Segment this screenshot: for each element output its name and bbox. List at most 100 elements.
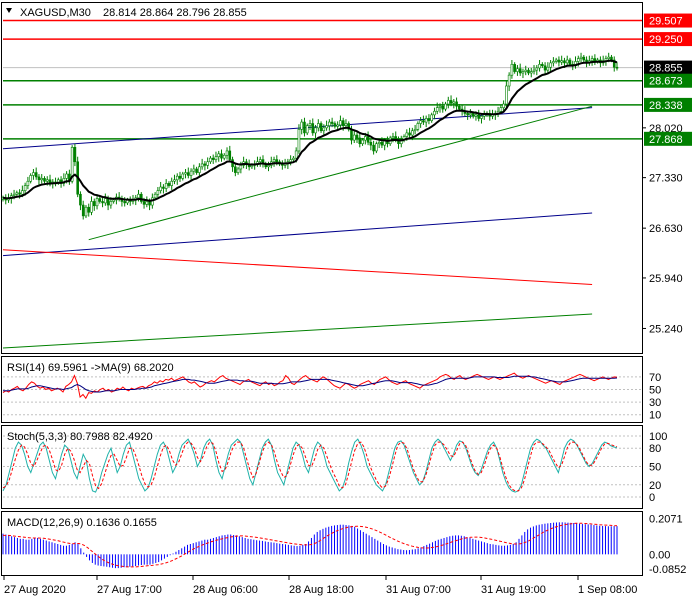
symbol-label: XAGUSD,M30 <box>20 7 91 19</box>
candle-body <box>109 201 113 206</box>
stoch-level-0: 100 <box>649 431 667 443</box>
candle-body <box>455 101 458 107</box>
candle-body <box>220 153 223 159</box>
candle-body <box>433 110 436 116</box>
candle-body <box>184 172 187 175</box>
macd-signal-line <box>3 522 618 568</box>
candle-body <box>21 190 24 195</box>
price-label-box-3 <box>644 73 692 88</box>
candle-body <box>98 198 102 202</box>
candle-body <box>408 132 411 136</box>
rsi-level-1: 50 <box>649 385 661 397</box>
candle-body <box>541 64 544 67</box>
candle-body <box>364 136 367 141</box>
candle-body <box>311 123 315 134</box>
time-axis: 27 Aug 2020 27 Aug 17:00 28 Aug 06:00 28 Au… <box>3 576 637 596</box>
candle-body <box>607 56 611 59</box>
price-label-2: 28.855 <box>649 63 683 75</box>
price-label-box-2 <box>644 60 692 75</box>
candle-body <box>449 100 453 104</box>
candle-body <box>106 198 110 206</box>
candle-body <box>322 127 326 132</box>
candle-body <box>222 154 226 159</box>
candle-body <box>95 198 99 207</box>
candle-body <box>236 168 240 173</box>
stoch-level-2: 50 <box>649 462 661 474</box>
price-tick-1: 27.330 <box>649 173 683 185</box>
trend-line-2 <box>88 105 593 241</box>
candle-body <box>458 105 461 110</box>
candle-body <box>308 123 312 126</box>
candle-body <box>419 120 422 124</box>
stoch-panel-frame <box>1 425 643 509</box>
candle-body <box>316 123 320 129</box>
candle-body <box>26 180 30 186</box>
candle-body <box>560 60 563 63</box>
price-label-box-0 <box>644 13 692 28</box>
candle-body <box>167 183 171 186</box>
candle-body <box>552 61 555 64</box>
rsi-level-0: 70 <box>649 372 661 384</box>
candle-body <box>65 173 68 179</box>
candle-body <box>101 201 104 204</box>
price-label-3: 28.673 <box>649 76 683 88</box>
candle-body <box>84 206 88 217</box>
price-tick-3: 25.940 <box>649 273 683 285</box>
candle-body <box>411 130 414 136</box>
candle-body <box>275 159 279 163</box>
candle-body <box>612 59 616 68</box>
price-label-1: 29.250 <box>649 34 683 46</box>
candle-body <box>211 157 215 160</box>
candle-body <box>319 123 323 132</box>
candle-body <box>336 124 339 127</box>
candle-body <box>524 69 528 72</box>
candle-body <box>43 178 46 182</box>
price-label-box-4 <box>644 97 692 112</box>
rsi-title: RSI(14) 69.5961 ->MA(9) 68.2020 <box>7 362 174 374</box>
candle-body <box>510 64 514 76</box>
candle-body <box>234 166 237 173</box>
candle-body <box>333 123 337 127</box>
candle-body <box>73 147 77 163</box>
candle-body <box>576 58 580 62</box>
stoch-level-3: 20 <box>649 480 661 492</box>
stoch-main-line <box>2 438 618 493</box>
candle-body <box>344 123 348 126</box>
candle-body <box>23 185 27 191</box>
candle-body <box>330 121 334 124</box>
candle-body <box>92 201 96 207</box>
candle-body <box>195 168 198 173</box>
triangle-down-icon[interactable] <box>6 8 12 13</box>
trend-lines <box>2 105 593 349</box>
rsi-ma-line <box>3 375 618 393</box>
candle-body <box>579 56 583 59</box>
time-tick-6: 1 Sep 08:00 <box>578 584 637 596</box>
candle-body <box>527 69 530 74</box>
candle-body <box>377 141 381 145</box>
candle-body <box>303 121 306 134</box>
macd-panel[interactable]: 0.2071 0.00 -0.0852 MACD(12,26,9) 0.1636 0… <box>1 511 687 577</box>
candle-body <box>12 193 16 196</box>
candle-body <box>435 107 439 112</box>
candle-body <box>45 179 49 182</box>
candle-body <box>297 128 301 152</box>
candle-body <box>471 113 475 117</box>
candle-body <box>239 165 243 170</box>
candle-body <box>474 114 478 117</box>
candle-body <box>173 179 176 182</box>
candle-body <box>521 71 525 74</box>
candle-body <box>507 74 511 87</box>
candle-body <box>375 143 378 152</box>
candle-body <box>422 120 425 123</box>
candle-body <box>162 186 165 189</box>
price-tick-2: 26.630 <box>649 223 683 235</box>
candle-body <box>156 190 160 195</box>
candle-body <box>34 172 38 178</box>
